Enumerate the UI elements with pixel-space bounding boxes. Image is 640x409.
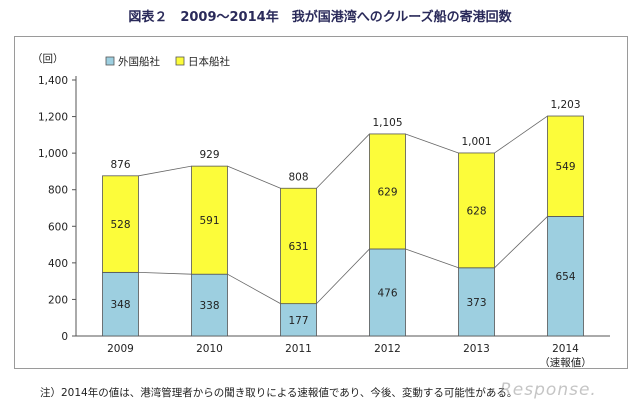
bar-foreign-2009 (102, 271, 139, 337)
data-label-total: 808 (288, 171, 308, 183)
bar-foreign-2010 (191, 273, 228, 337)
data-label-foreign: 654 (555, 271, 575, 283)
connector-line-total (405, 133, 459, 154)
footnote: 注）2014年の値は、港湾管理者からの聞き取りによる速報値であり、今後、変動する… (40, 387, 518, 399)
chart-title: 図表２ 2009～2014年 我が国港湾へのクルーズ船の寄港回数 (128, 10, 512, 25)
bar-foreign-2012 (369, 248, 406, 337)
data-label-total: 929 (199, 149, 219, 161)
data-label-total: 876 (110, 159, 130, 171)
data-label-foreign: 476 (377, 287, 397, 299)
connector-line-foreign (405, 248, 459, 269)
data-label-total: 1,105 (372, 117, 402, 129)
bar-foreign-2011 (280, 303, 317, 337)
bar-japanese-2011 (280, 187, 317, 305)
data-label-japanese: 549 (555, 161, 575, 173)
data-label-japanese: 628 (466, 205, 486, 217)
y-tick-label: 400 (48, 258, 68, 270)
connector-line-total (316, 133, 370, 189)
x-tick-label: 2014 (552, 343, 579, 355)
connector-line-total (138, 165, 192, 177)
connector-line-total (494, 115, 548, 154)
x-tick-label: 2013 (463, 343, 490, 355)
data-label-foreign: 373 (466, 297, 486, 309)
data-label-foreign: 348 (110, 299, 130, 311)
connector-line-foreign (316, 248, 370, 304)
data-label-japanese: 591 (199, 215, 219, 227)
connector-line-foreign (138, 271, 192, 275)
legend-label: 外国船社 (118, 55, 160, 68)
bar-japanese-2009 (102, 175, 139, 273)
data-label-total: 1,001 (461, 136, 491, 148)
data-label-japanese: 528 (110, 219, 130, 231)
y-tick-label: 1,000 (38, 148, 68, 160)
data-label-foreign: 177 (288, 315, 308, 327)
y-axis-label: （回） (32, 53, 64, 65)
bar-japanese-2013 (458, 152, 495, 269)
data-label-total: 1,203 (550, 99, 580, 111)
connector-line-total (227, 165, 281, 189)
connector-line-foreign (494, 216, 548, 269)
x-tick-label: 2011 (285, 343, 312, 355)
bar-japanese-2014 (547, 115, 584, 217)
watermark-logo: Response. (500, 380, 597, 400)
y-tick-label: 1,200 (38, 112, 68, 124)
data-label-foreign: 338 (199, 300, 219, 312)
x-tick-label: 2009 (107, 343, 134, 355)
bar-japanese-2012 (369, 133, 406, 250)
data-label-japanese: 629 (377, 186, 397, 198)
x-tick-label: 2012 (374, 343, 401, 355)
data-label-japanese: 631 (288, 241, 308, 253)
y-tick-label: 1,400 (38, 75, 68, 87)
y-tick-label: 0 (61, 331, 68, 343)
bar-foreign-2013 (458, 267, 495, 337)
legend-label: 日本船社 (188, 55, 230, 68)
legend-swatch-japanese (175, 56, 185, 66)
y-tick-label: 800 (48, 185, 68, 197)
y-tick-label: 200 (48, 294, 68, 306)
connector-line-foreign (227, 273, 281, 304)
legend-swatch-foreign (105, 56, 115, 66)
chart-frame (14, 36, 628, 369)
x-tick-sublabel: （速報値） (539, 356, 592, 369)
x-tick-label: 2010 (196, 343, 223, 355)
bar-japanese-2010 (191, 165, 228, 275)
y-tick-label: 600 (48, 221, 68, 233)
